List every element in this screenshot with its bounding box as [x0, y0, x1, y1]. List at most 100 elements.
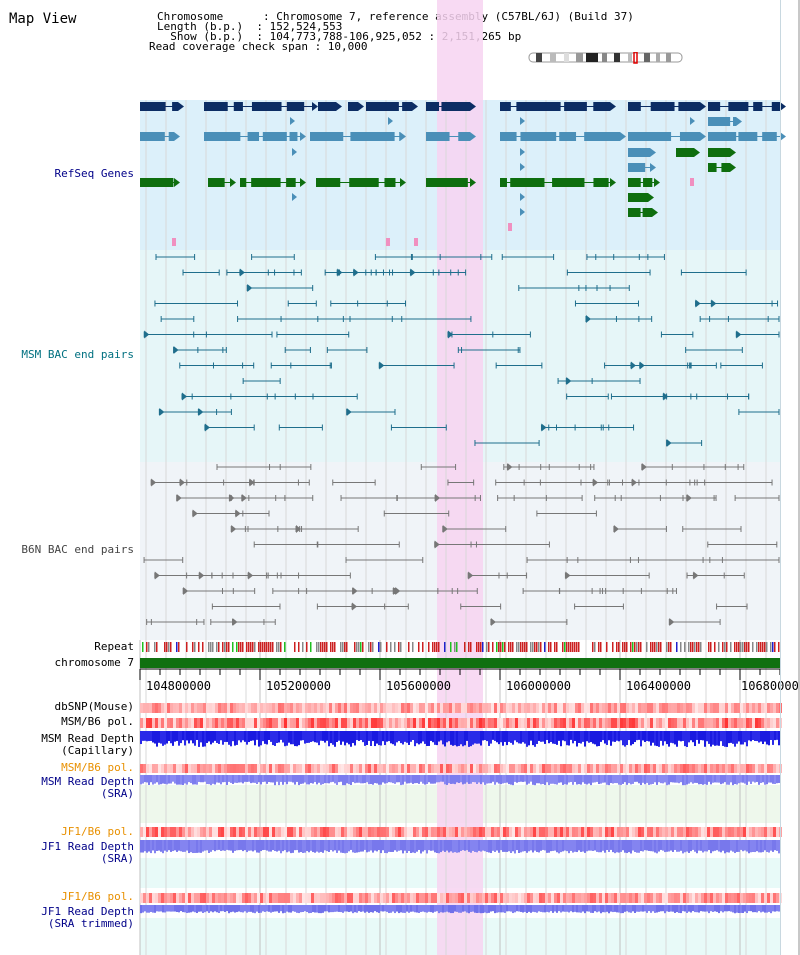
gene-exon[interactable]: [247, 132, 260, 141]
gene-exon[interactable]: [643, 178, 653, 187]
track-label-msm-bac[interactable]: MSM BAC end pairs: [21, 348, 134, 361]
gene-exon[interactable]: [384, 178, 396, 187]
track-label-msm-pol-1[interactable]: MSM/B6 pol.: [61, 715, 134, 728]
gene-exon[interactable]: [559, 132, 577, 141]
gene-exon[interactable]: [208, 178, 225, 187]
gene-exon[interactable]: [310, 132, 344, 141]
gene-strand-arrow[interactable]: [292, 148, 297, 156]
gene-exon[interactable]: [316, 178, 341, 187]
track-label-jf1-pol-2[interactable]: JF1/B6 pol.: [61, 890, 134, 903]
gene-exon[interactable]: [251, 178, 281, 187]
gene-exon[interactable]: [564, 102, 587, 111]
gene-exon[interactable]: [458, 132, 470, 141]
track-label-repeat[interactable]: Repeat: [94, 640, 134, 653]
gene-strand-arrow[interactable]: [520, 208, 525, 216]
gene-exon[interactable]: [500, 102, 511, 111]
gene-exon[interactable]: [233, 102, 243, 111]
gene-exon[interactable]: [690, 178, 694, 186]
scroll-edge[interactable]: [798, 0, 800, 955]
gene-exon[interactable]: [628, 148, 650, 157]
track-label-refseq[interactable]: RefSeq Genes: [54, 167, 134, 180]
track-label-b6n-bac[interactable]: B6N BAC end pairs: [21, 543, 134, 556]
gene-exon[interactable]: [262, 132, 287, 141]
gene-exon[interactable]: [708, 102, 721, 111]
gene-exon[interactable]: [520, 132, 557, 141]
gene-exon[interactable]: [426, 102, 440, 111]
gene-exon[interactable]: [708, 163, 717, 172]
gene-exon[interactable]: [140, 178, 174, 187]
gene-exon[interactable]: [286, 178, 296, 187]
gene-exon[interactable]: [140, 132, 165, 141]
gene-exon[interactable]: [628, 208, 641, 217]
gene-exon[interactable]: [679, 132, 700, 141]
gene-exon[interactable]: [441, 102, 470, 111]
gene-exon[interactable]: [386, 238, 390, 246]
gene-strand-arrow[interactable]: [690, 117, 695, 125]
gene-exon[interactable]: [399, 132, 400, 141]
gene-exon[interactable]: [753, 102, 763, 111]
track-label-dbsnp[interactable]: dbSNP(Mouse): [54, 700, 134, 713]
gene-strand-arrow[interactable]: [290, 117, 295, 125]
gene-exon[interactable]: [708, 132, 737, 141]
gene-exon[interactable]: [414, 238, 418, 246]
gene-exon[interactable]: [676, 148, 694, 157]
track-label-jf1-depth-sra[interactable]: JF1 Read Depth: [41, 840, 134, 853]
gene-exon[interactable]: [168, 132, 174, 141]
gene-exon[interactable]: [500, 178, 507, 187]
gene-exon[interactable]: [204, 102, 228, 111]
gene-exon[interactable]: [172, 102, 178, 111]
gene-exon[interactable]: [762, 132, 777, 141]
chromosome-ideogram[interactable]: [528, 52, 684, 64]
gene-exon[interactable]: [593, 102, 610, 111]
gene-exon[interactable]: [172, 238, 176, 246]
track-label-msm-depth-cap[interactable]: MSM Read Depth: [41, 732, 134, 745]
track-label-jf1-pol-1[interactable]: JF1/B6 pol.: [61, 825, 134, 838]
gene-exon[interactable]: [289, 132, 298, 141]
gene-exon[interactable]: [628, 132, 672, 141]
gene-exon[interactable]: [678, 102, 700, 111]
gene-strand-arrow[interactable]: [388, 117, 393, 125]
track-label-msm-pol-2[interactable]: MSM/B6 pol.: [61, 761, 134, 774]
gene-exon[interactable]: [708, 117, 731, 126]
gene-exon[interactable]: [738, 132, 758, 141]
gene-exon[interactable]: [584, 132, 620, 141]
track-label-chromosome[interactable]: chromosome 7: [54, 656, 134, 669]
gene-strand-arrow[interactable]: [520, 163, 525, 171]
gene-exon[interactable]: [348, 102, 358, 111]
gene-exon[interactable]: [204, 132, 241, 141]
gene-strand-arrow[interactable]: [520, 193, 525, 201]
gene-exon[interactable]: [426, 178, 468, 187]
gene-exon[interactable]: [318, 102, 336, 111]
gene-exon[interactable]: [628, 102, 641, 111]
gene-exon[interactable]: [349, 178, 379, 187]
gene-exon[interactable]: [516, 102, 561, 111]
gene-strand-arrow[interactable]: [520, 117, 525, 125]
gene-exon[interactable]: [628, 178, 641, 187]
gene-strand-arrow[interactable]: [292, 193, 297, 201]
gene-exon[interactable]: [286, 102, 305, 111]
gene-exon[interactable]: [240, 178, 247, 187]
gene-exon[interactable]: [140, 102, 166, 111]
gene-exon[interactable]: [708, 148, 730, 157]
gene-exon[interactable]: [733, 117, 736, 126]
gene-strand-arrow[interactable]: [520, 148, 525, 156]
gene-exon[interactable]: [771, 102, 780, 111]
gene-exon[interactable]: [642, 208, 652, 217]
gene-exon[interactable]: [628, 193, 648, 202]
gene-exon[interactable]: [402, 102, 412, 111]
gene-exon[interactable]: [650, 102, 675, 111]
gene-exon[interactable]: [593, 178, 609, 187]
gene-exon[interactable]: [508, 223, 512, 231]
gene-exon[interactable]: [251, 102, 282, 111]
highlight-region[interactable]: [437, 0, 483, 955]
gene-exon[interactable]: [552, 178, 585, 187]
gene-exon[interactable]: [426, 132, 450, 141]
gene-exon[interactable]: [366, 102, 399, 111]
gene-exon[interactable]: [350, 132, 395, 141]
gene-exon[interactable]: [721, 163, 730, 172]
gene-exon[interactable]: [510, 178, 545, 187]
gene-exon[interactable]: [628, 163, 646, 172]
gene-exon[interactable]: [728, 102, 749, 111]
chromosome-bar[interactable]: [140, 658, 780, 668]
gene-exon[interactable]: [500, 132, 517, 141]
